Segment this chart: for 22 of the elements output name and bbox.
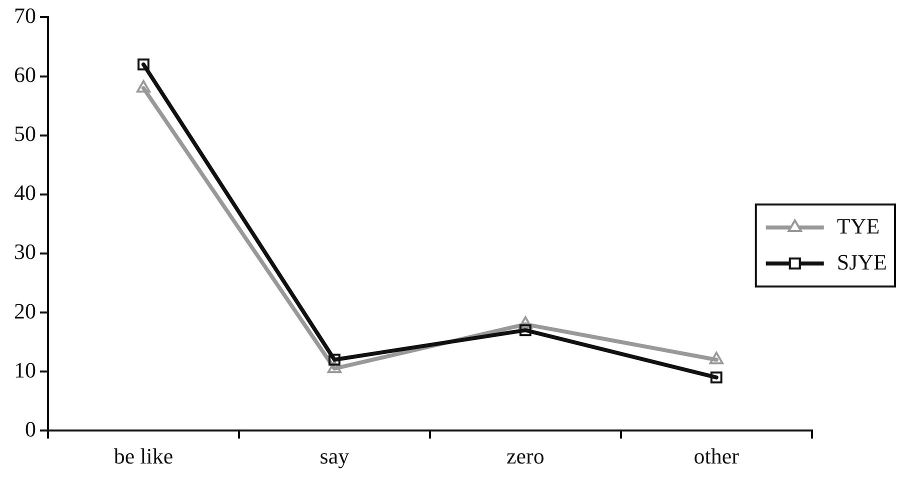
point <box>327 360 342 374</box>
y-tick-label: 20 <box>14 298 36 324</box>
point <box>710 372 722 384</box>
x-tick-label: say <box>320 444 350 469</box>
point <box>328 354 340 366</box>
y-tick-label: 10 <box>14 357 36 382</box>
point <box>136 80 151 93</box>
legend-label: TYE <box>836 213 880 238</box>
y-tick-label: 40 <box>14 180 36 206</box>
y-tick-label: 60 <box>14 62 36 88</box>
x-tick-label: be like <box>114 444 174 469</box>
legend-label: SJYE <box>836 249 887 274</box>
point <box>519 324 532 336</box>
y-tick-label: 70 <box>14 2 36 28</box>
y-tick-label: 50 <box>14 121 36 146</box>
point <box>138 58 150 70</box>
y-tick-label: 30 <box>14 239 36 264</box>
x-tick-label: zero <box>506 444 544 469</box>
y-tick-label: 0 <box>25 416 36 442</box>
x-tick-label: other <box>694 444 740 469</box>
point <box>709 352 724 364</box>
point <box>518 316 532 329</box>
